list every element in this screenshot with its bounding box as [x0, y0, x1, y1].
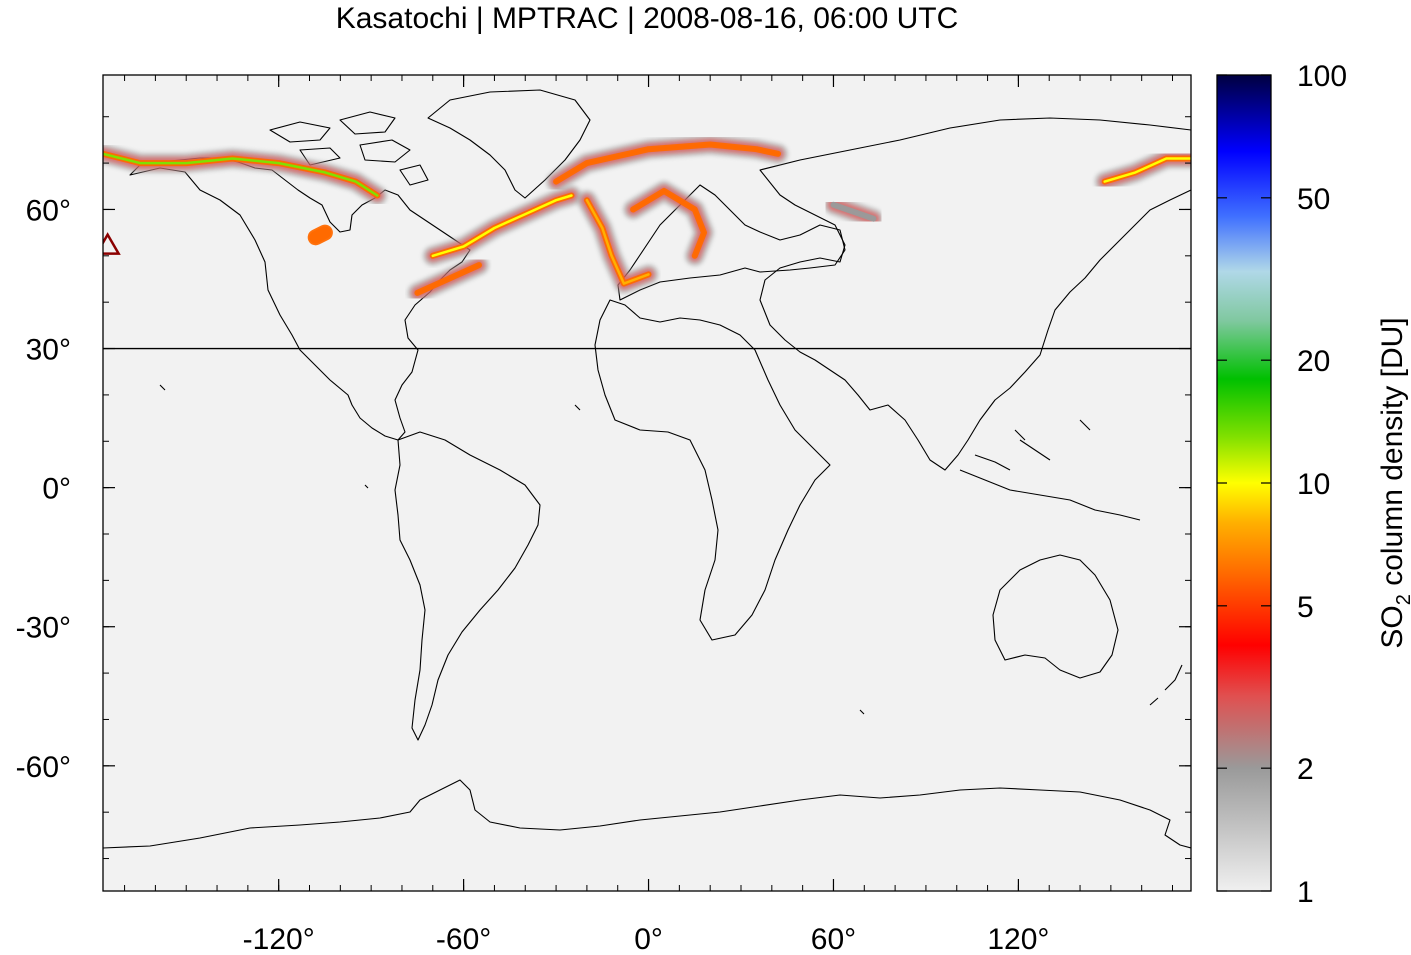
plume-segment	[554, 143, 780, 183]
coastline-europe-north	[617, 184, 846, 301]
plume-segment	[103, 152, 379, 197]
coastline-southeast-asia	[959, 439, 1141, 521]
coastline-islands	[159, 384, 1091, 715]
plume-segment	[416, 263, 481, 295]
minor-ticks	[103, 75, 1191, 891]
figure-title: Kasatochi | MPTRAC | 2008-08-16, 06:00 U…	[336, 2, 959, 35]
colorbar-title-main: SO	[1376, 605, 1409, 648]
plot-frame	[102, 74, 1192, 892]
so2-plume	[103, 134, 1191, 303]
y-tick-label: 0°	[42, 473, 71, 506]
x-tick-label: 120°	[987, 923, 1049, 950]
coastline-new-zealand	[1149, 664, 1183, 706]
volcano-marker	[103, 232, 121, 255]
y-tick-label: 60°	[26, 194, 71, 227]
plume-segment	[1103, 157, 1191, 183]
coastlines	[103, 89, 1191, 849]
x-tick-label: -120°	[243, 923, 315, 950]
colorbar-tick-label: 10	[1297, 468, 1330, 501]
colorbar-tick-label: 2	[1297, 753, 1314, 786]
coastline-australia	[992, 554, 1119, 679]
coastline-south-america	[394, 431, 541, 741]
map-plot	[103, 89, 1191, 849]
colorbar-tick-label: 100	[1297, 60, 1347, 93]
coastline-greenland	[427, 89, 591, 199]
y-tick-label: 30°	[26, 334, 71, 367]
colorbar-title: SO2 column density [DU]	[1376, 317, 1411, 648]
y-tick-label: -60°	[16, 751, 71, 784]
plume-segment	[832, 203, 875, 220]
plume-segment	[309, 226, 332, 244]
coastline-europe-africa	[594, 299, 831, 641]
colorbar-tick-label: 20	[1297, 345, 1330, 378]
colorbar-tick-label: 50	[1297, 183, 1330, 216]
coastline-asia	[759, 117, 1191, 471]
colorbar-title-subscript: 2	[1393, 594, 1411, 605]
coastline-arctic-islands	[269, 111, 429, 186]
plume-segment	[585, 198, 650, 285]
plume-segment	[631, 189, 706, 258]
x-tick-label: -60°	[436, 923, 491, 950]
colorbar-title-rest: column density [DU]	[1376, 317, 1409, 594]
colorbar-tick-label: 1	[1297, 876, 1314, 909]
x-tick-label: 0°	[634, 923, 663, 950]
y-axis: 60° 30° 0° -30° -60°	[16, 194, 1191, 784]
x-tick-label: 60°	[811, 923, 856, 950]
colorbar-tick-label: 5	[1297, 591, 1314, 624]
plume-segment	[431, 194, 573, 258]
colorbar-ticks: 1 2 5 10 20 50 100	[1217, 60, 1347, 909]
coastline-antarctica	[103, 779, 1191, 849]
y-tick-label: -30°	[16, 612, 71, 645]
